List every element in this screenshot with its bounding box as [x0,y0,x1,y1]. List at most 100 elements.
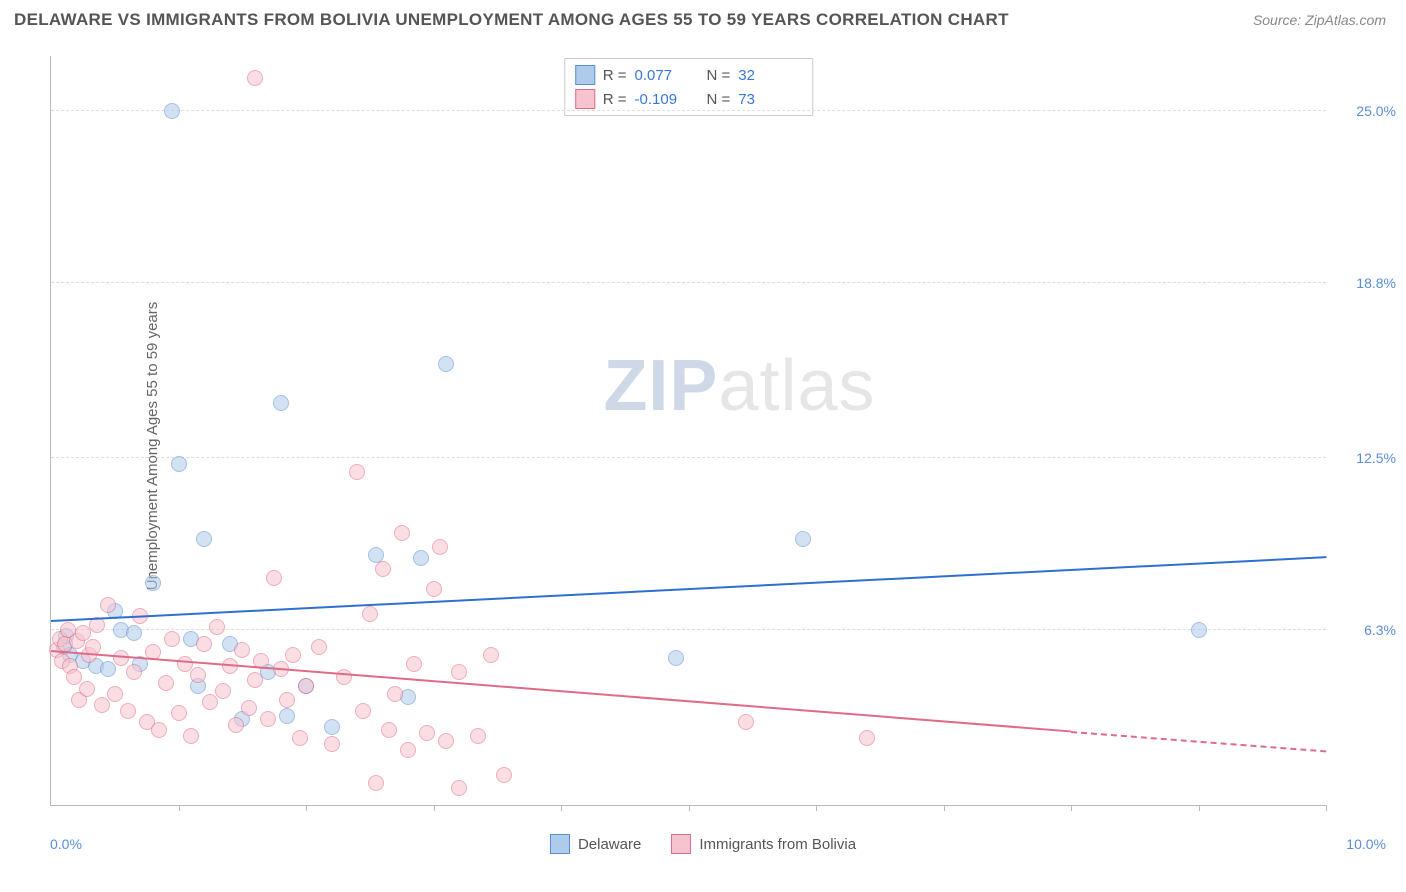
scatter-point-bolivia [406,656,422,672]
scatter-point-delaware [324,719,340,735]
x-tick [816,805,817,811]
legend-R-value-bolivia: -0.109 [635,91,687,108]
scatter-point-delaware [145,575,161,591]
scatter-point-bolivia [94,697,110,713]
scatter-point-bolivia [375,561,391,577]
x-tick [1199,805,1200,811]
scatter-point-bolivia [368,775,384,791]
y-tick-label: 6.3% [1336,622,1396,638]
legend-N-value-bolivia: 73 [738,91,790,108]
scatter-point-bolivia [151,722,167,738]
scatter-point-delaware [1191,622,1207,638]
scatter-point-bolivia [190,667,206,683]
scatter-point-bolivia [247,70,263,86]
scatter-point-bolivia [349,464,365,480]
legend-swatch-delaware [550,834,570,854]
scatter-point-bolivia [483,647,499,663]
plot-area: ZIPatlas R = 0.077 N = 32 R = -0.109 N =… [50,56,1326,806]
series-legend-label-delaware: Delaware [578,836,641,853]
legend-R-label: R = [603,91,627,108]
legend-swatch-bolivia [575,89,595,109]
scatter-point-bolivia [260,711,276,727]
y-tick-label: 12.5% [1336,450,1396,466]
legend-swatch-bolivia [671,834,691,854]
scatter-point-bolivia [292,730,308,746]
scatter-point-bolivia [432,539,448,555]
scatter-point-bolivia [158,675,174,691]
scatter-point-bolivia [247,672,263,688]
scatter-point-delaware [438,356,454,372]
scatter-point-bolivia [215,683,231,699]
scatter-point-delaware [171,456,187,472]
watermark-atlas: atlas [718,346,875,426]
scatter-point-bolivia [183,728,199,744]
scatter-point-bolivia [171,705,187,721]
scatter-point-delaware [196,531,212,547]
x-tick [1326,805,1327,811]
y-tick-label: 25.0% [1336,103,1396,119]
correlation-legend-row-delaware: R = 0.077 N = 32 [575,63,803,87]
scatter-point-bolivia [126,664,142,680]
scatter-point-bolivia [279,692,295,708]
scatter-point-bolivia [120,703,136,719]
scatter-point-delaware [164,103,180,119]
legend-R-label: R = [603,67,627,84]
scatter-point-bolivia [419,725,435,741]
legend-R-value-delaware: 0.077 [635,67,687,84]
chart-wrap: Unemployment Among Ages 55 to 59 years Z… [0,36,1406,856]
legend-N-label: N = [707,91,731,108]
gridline [51,457,1326,458]
scatter-point-bolivia [79,681,95,697]
scatter-point-bolivia [381,722,397,738]
scatter-point-delaware [795,531,811,547]
x-tick [179,805,180,811]
trendline [51,556,1326,622]
scatter-point-bolivia [324,736,340,752]
gridline [51,110,1326,111]
scatter-point-bolivia [100,597,116,613]
scatter-point-bolivia [470,728,486,744]
scatter-point-bolivia [298,678,314,694]
gridline [51,282,1326,283]
series-legend-item-delaware: Delaware [550,834,641,854]
x-axis-min-label: 0.0% [50,836,82,852]
scatter-point-bolivia [362,606,378,622]
scatter-point-bolivia [209,619,225,635]
x-tick [944,805,945,811]
scatter-point-bolivia [196,636,212,652]
correlation-legend: R = 0.077 N = 32 R = -0.109 N = 73 [564,58,814,116]
scatter-point-delaware [273,395,289,411]
source-attribution: Source: ZipAtlas.com [1253,12,1386,28]
scatter-point-delaware [413,550,429,566]
scatter-point-delaware [126,625,142,641]
scatter-point-bolivia [426,581,442,597]
correlation-legend-row-bolivia: R = -0.109 N = 73 [575,87,803,111]
scatter-point-bolivia [202,694,218,710]
scatter-point-delaware [100,661,116,677]
y-tick-label: 18.8% [1336,275,1396,291]
gridline [51,629,1326,630]
trendline [51,650,1071,732]
scatter-point-bolivia [451,780,467,796]
legend-swatch-delaware [575,65,595,85]
scatter-point-bolivia [107,686,123,702]
series-legend-label-bolivia: Immigrants from Bolivia [699,836,856,853]
scatter-point-bolivia [355,703,371,719]
scatter-point-bolivia [451,664,467,680]
trendline-extrapolated [1071,731,1326,752]
series-legend: Delaware Immigrants from Bolivia [550,834,856,854]
legend-N-value-delaware: 32 [738,67,790,84]
scatter-point-bolivia [738,714,754,730]
x-axis-max-label: 10.0% [1346,836,1386,852]
scatter-point-bolivia [400,742,416,758]
x-tick [1071,805,1072,811]
scatter-point-bolivia [285,647,301,663]
scatter-point-bolivia [496,767,512,783]
x-tick [689,805,690,811]
scatter-point-bolivia [394,525,410,541]
series-legend-item-bolivia: Immigrants from Bolivia [671,834,856,854]
watermark-zip: ZIP [603,346,718,426]
watermark: ZIPatlas [603,345,875,427]
scatter-point-bolivia [311,639,327,655]
legend-N-label: N = [707,67,731,84]
